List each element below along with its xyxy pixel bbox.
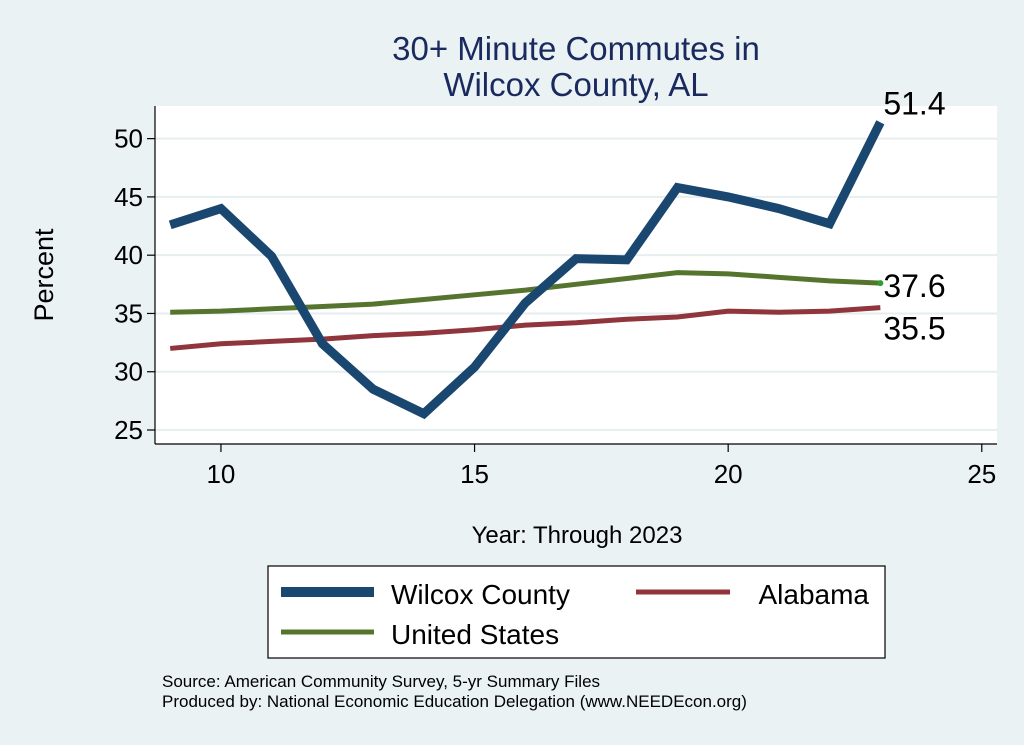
legend-label-united-states: United States bbox=[391, 619, 559, 650]
chart-title-line-1: 30+ Minute Commutes in bbox=[392, 30, 760, 67]
end-label-alabama: 35.5 bbox=[883, 311, 945, 347]
legend-box bbox=[267, 565, 886, 659]
end-marker-united-states bbox=[877, 280, 884, 287]
end-labels: 51.4 35.5 37.6 bbox=[883, 85, 945, 346]
series-line-wilcox-county bbox=[168, 120, 885, 420]
series-line-united-states bbox=[170, 270, 881, 315]
x-tick-label-15: 15 bbox=[460, 459, 489, 489]
legend: Wilcox County Alabama United States bbox=[267, 565, 886, 659]
y-tick-label-50: 50 bbox=[114, 124, 143, 154]
y-tick-label-40: 40 bbox=[114, 240, 143, 270]
end-label-wilcox-county: 51.4 bbox=[883, 85, 945, 121]
y-tick-label-25: 25 bbox=[114, 415, 143, 445]
x-tick-label-20: 20 bbox=[714, 459, 743, 489]
y-tick-label-30: 30 bbox=[114, 357, 143, 387]
chart-title-line-2: Wilcox County, AL bbox=[443, 66, 708, 103]
series-lines bbox=[168, 120, 885, 420]
x-axis-title: Year: Through 2023 bbox=[472, 522, 683, 549]
x-tick-label-10: 10 bbox=[206, 459, 235, 489]
series-line-alabama bbox=[169, 305, 881, 351]
legend-label-wilcox-county: Wilcox County bbox=[391, 579, 570, 610]
producer-note: Produced by: National Economic Education… bbox=[162, 692, 747, 711]
source-note: Source: American Community Survey, 5-yr … bbox=[162, 672, 601, 691]
y-tick-label-45: 45 bbox=[114, 182, 143, 212]
y-axis-title: Percent bbox=[29, 228, 59, 322]
y-tick-label-35: 35 bbox=[114, 298, 143, 328]
x-tick-label-25: 25 bbox=[967, 459, 996, 489]
axes: 25 30 35 40 45 50 10 15 20 25 bbox=[114, 106, 997, 489]
end-label-united-states: 37.6 bbox=[883, 268, 945, 304]
legend-label-alabama: Alabama bbox=[758, 579, 869, 610]
